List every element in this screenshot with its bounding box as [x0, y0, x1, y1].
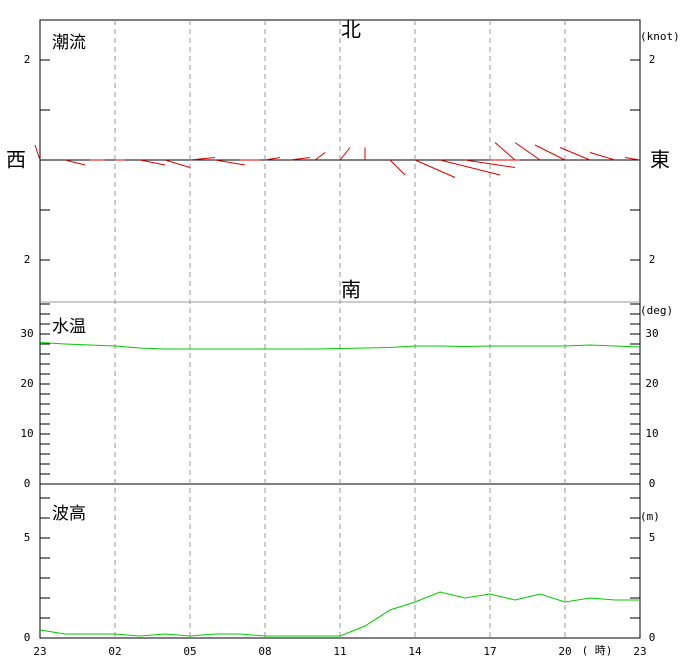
x-tick-label: 11	[333, 645, 346, 658]
current-vector	[439, 159, 501, 176]
direction-label: 東	[650, 148, 670, 172]
current-vector	[414, 159, 456, 178]
y-tick-label: 5	[649, 531, 656, 544]
direction-label: 南	[341, 278, 361, 302]
unit-label: (deg)	[640, 304, 673, 317]
current-vector	[589, 152, 616, 161]
x-tick-label: 02	[108, 645, 121, 658]
current-vector	[514, 142, 541, 161]
y-tick-label: 10	[645, 427, 658, 440]
y-tick-label: 0	[649, 631, 656, 644]
current-vector	[339, 147, 351, 161]
x-tick-label: 23	[33, 645, 46, 658]
y-tick-label: 30	[645, 327, 658, 340]
y-tick-label: 0	[24, 631, 31, 644]
current-vector	[139, 159, 166, 166]
y-tick-label: 20	[20, 377, 33, 390]
direction-label: 北	[341, 18, 361, 42]
unit-label: (knot)	[640, 30, 680, 43]
current-vector	[314, 152, 326, 161]
y-tick-label: 10	[20, 427, 33, 440]
current-vector	[389, 159, 406, 176]
current-vector	[464, 159, 516, 168]
current-vector	[624, 157, 641, 161]
unit-label: (m)	[640, 510, 660, 523]
x-tick-label: 20	[558, 645, 571, 658]
current-vector	[494, 142, 516, 161]
current-vector	[164, 159, 191, 168]
x-unit: ( 時)	[582, 644, 613, 657]
current-vector	[189, 157, 216, 161]
current-vector	[559, 147, 591, 161]
current-vector	[264, 157, 281, 161]
current-vector	[214, 159, 246, 166]
y-tick-label: 2	[24, 253, 31, 266]
current-vector	[289, 157, 311, 161]
y-tick-label: 2	[649, 253, 656, 266]
panel-title: 水温	[52, 317, 86, 337]
y-tick-label: 0	[24, 477, 31, 490]
x-tick-label: 08	[258, 645, 271, 658]
data-line	[39, 342, 641, 350]
y-tick-label: 5	[24, 531, 31, 544]
panel-title: 潮流	[52, 33, 86, 53]
y-tick-label: 2	[649, 53, 656, 66]
current-vector	[64, 159, 86, 166]
x-tick-label: 14	[408, 645, 422, 658]
x-tick-label: 05	[183, 645, 196, 658]
data-line	[39, 591, 640, 637]
current-vector	[34, 144, 41, 161]
panel-title: 波高	[52, 504, 86, 524]
y-tick-label: 30	[20, 327, 33, 340]
y-tick-label: 2	[24, 53, 31, 66]
current-vector	[534, 144, 566, 161]
y-tick-label: 0	[649, 477, 656, 490]
x-tick-label: 17	[483, 645, 496, 658]
x-tick-label: 23	[633, 645, 646, 658]
direction-label: 西	[6, 148, 26, 172]
y-tick-label: 20	[645, 377, 658, 390]
